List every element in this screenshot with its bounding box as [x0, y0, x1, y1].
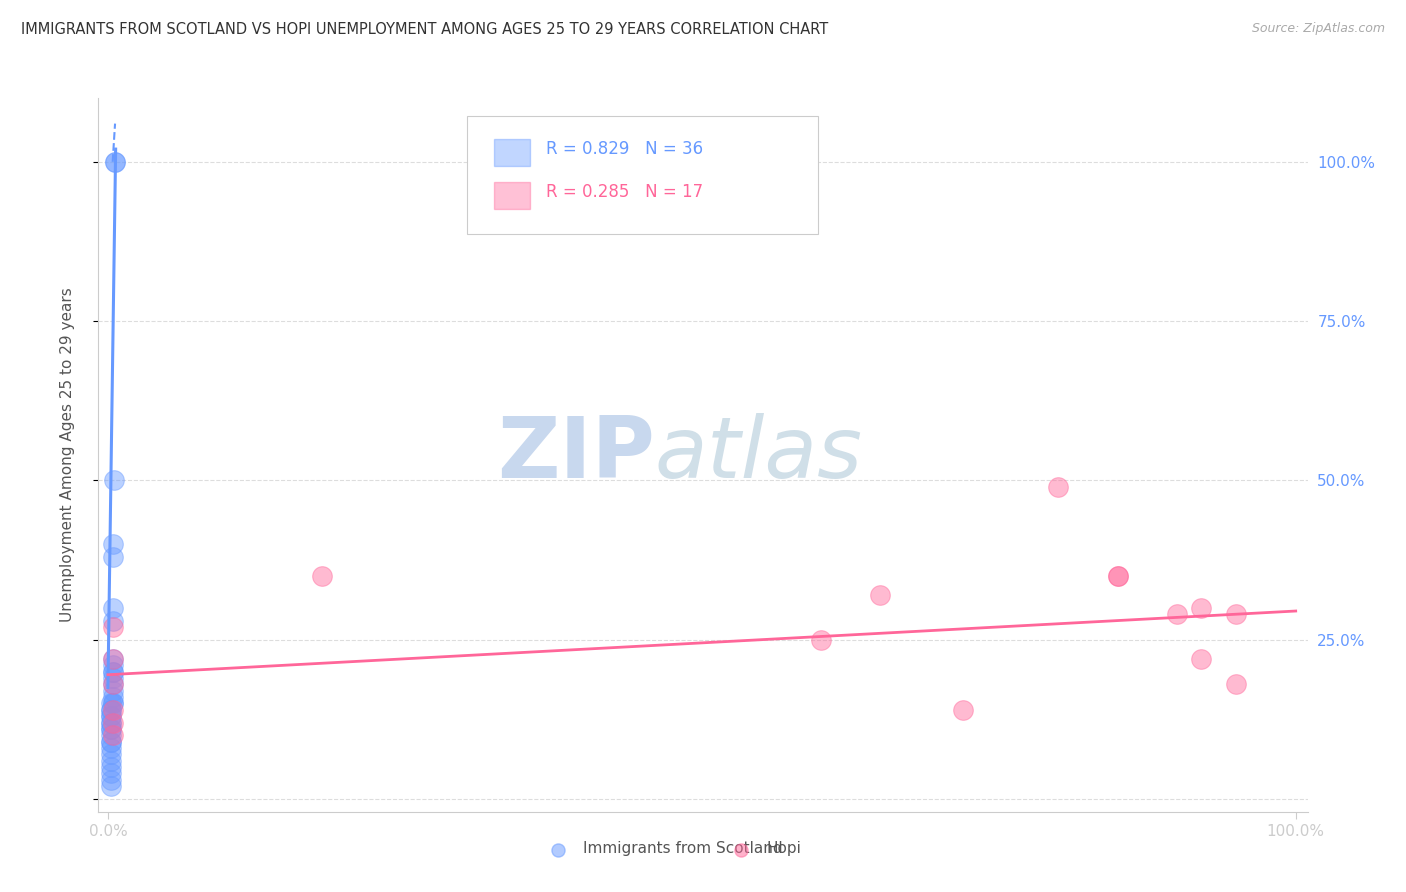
Text: Hopi: Hopi: [766, 841, 801, 856]
Point: [100, 734, 122, 748]
Point: [1166, 607, 1188, 622]
Y-axis label: Unemployment Among Ages 25 to 29 years: Unemployment Among Ages 25 to 29 years: [60, 287, 75, 623]
Point: [100, 697, 122, 711]
Point: [101, 620, 124, 634]
Point: [101, 652, 124, 666]
Point: [100, 747, 122, 762]
Point: [101, 671, 124, 685]
Point: [101, 614, 124, 628]
Point: [869, 588, 891, 602]
Point: [100, 722, 122, 736]
Point: [1189, 652, 1212, 666]
Text: IMMIGRANTS FROM SCOTLAND VS HOPI UNEMPLOYMENT AMONG AGES 25 TO 29 YEARS CORRELAT: IMMIGRANTS FROM SCOTLAND VS HOPI UNEMPLO…: [21, 22, 828, 37]
Point: [101, 652, 124, 666]
Point: [952, 703, 974, 717]
Point: [104, 154, 127, 169]
Point: [101, 683, 124, 698]
Point: [100, 741, 122, 756]
Point: [101, 715, 124, 730]
Point: [1107, 569, 1129, 583]
Point: [101, 697, 124, 711]
Text: ZIP: ZIP: [496, 413, 655, 497]
Point: [101, 600, 124, 615]
Point: [810, 632, 832, 647]
Point: [100, 734, 122, 748]
Point: [101, 665, 124, 679]
Point: [101, 690, 124, 704]
Point: [100, 779, 122, 793]
FancyBboxPatch shape: [467, 116, 818, 234]
Point: [1225, 607, 1247, 622]
Point: [101, 677, 124, 691]
Point: [101, 703, 124, 717]
Text: atlas: atlas: [655, 413, 863, 497]
Point: [104, 154, 127, 169]
Point: [1107, 569, 1129, 583]
Point: [100, 722, 122, 736]
Point: [100, 715, 122, 730]
Point: [1189, 600, 1212, 615]
Point: [101, 677, 124, 691]
Point: [100, 715, 122, 730]
Point: [101, 665, 124, 679]
Point: [1225, 677, 1247, 691]
Point: [100, 703, 122, 717]
Point: [100, 709, 122, 723]
Text: Immigrants from Scotland: Immigrants from Scotland: [583, 841, 783, 856]
Point: [100, 728, 122, 742]
Point: [100, 703, 122, 717]
Point: [103, 474, 125, 488]
Point: [730, 843, 752, 857]
FancyBboxPatch shape: [494, 139, 530, 166]
Point: [100, 754, 122, 768]
Point: [100, 760, 122, 774]
Point: [101, 549, 124, 564]
FancyBboxPatch shape: [494, 182, 530, 209]
Point: [547, 843, 569, 857]
Point: [100, 766, 122, 780]
Point: [101, 728, 124, 742]
Point: [100, 772, 122, 787]
Text: R = 0.829   N = 36: R = 0.829 N = 36: [546, 141, 703, 159]
Point: [311, 569, 333, 583]
Point: [101, 537, 124, 551]
Point: [100, 709, 122, 723]
Point: [1047, 480, 1070, 494]
Point: [101, 697, 124, 711]
Text: R = 0.285   N = 17: R = 0.285 N = 17: [546, 184, 703, 202]
Text: Source: ZipAtlas.com: Source: ZipAtlas.com: [1251, 22, 1385, 36]
Point: [101, 658, 124, 673]
